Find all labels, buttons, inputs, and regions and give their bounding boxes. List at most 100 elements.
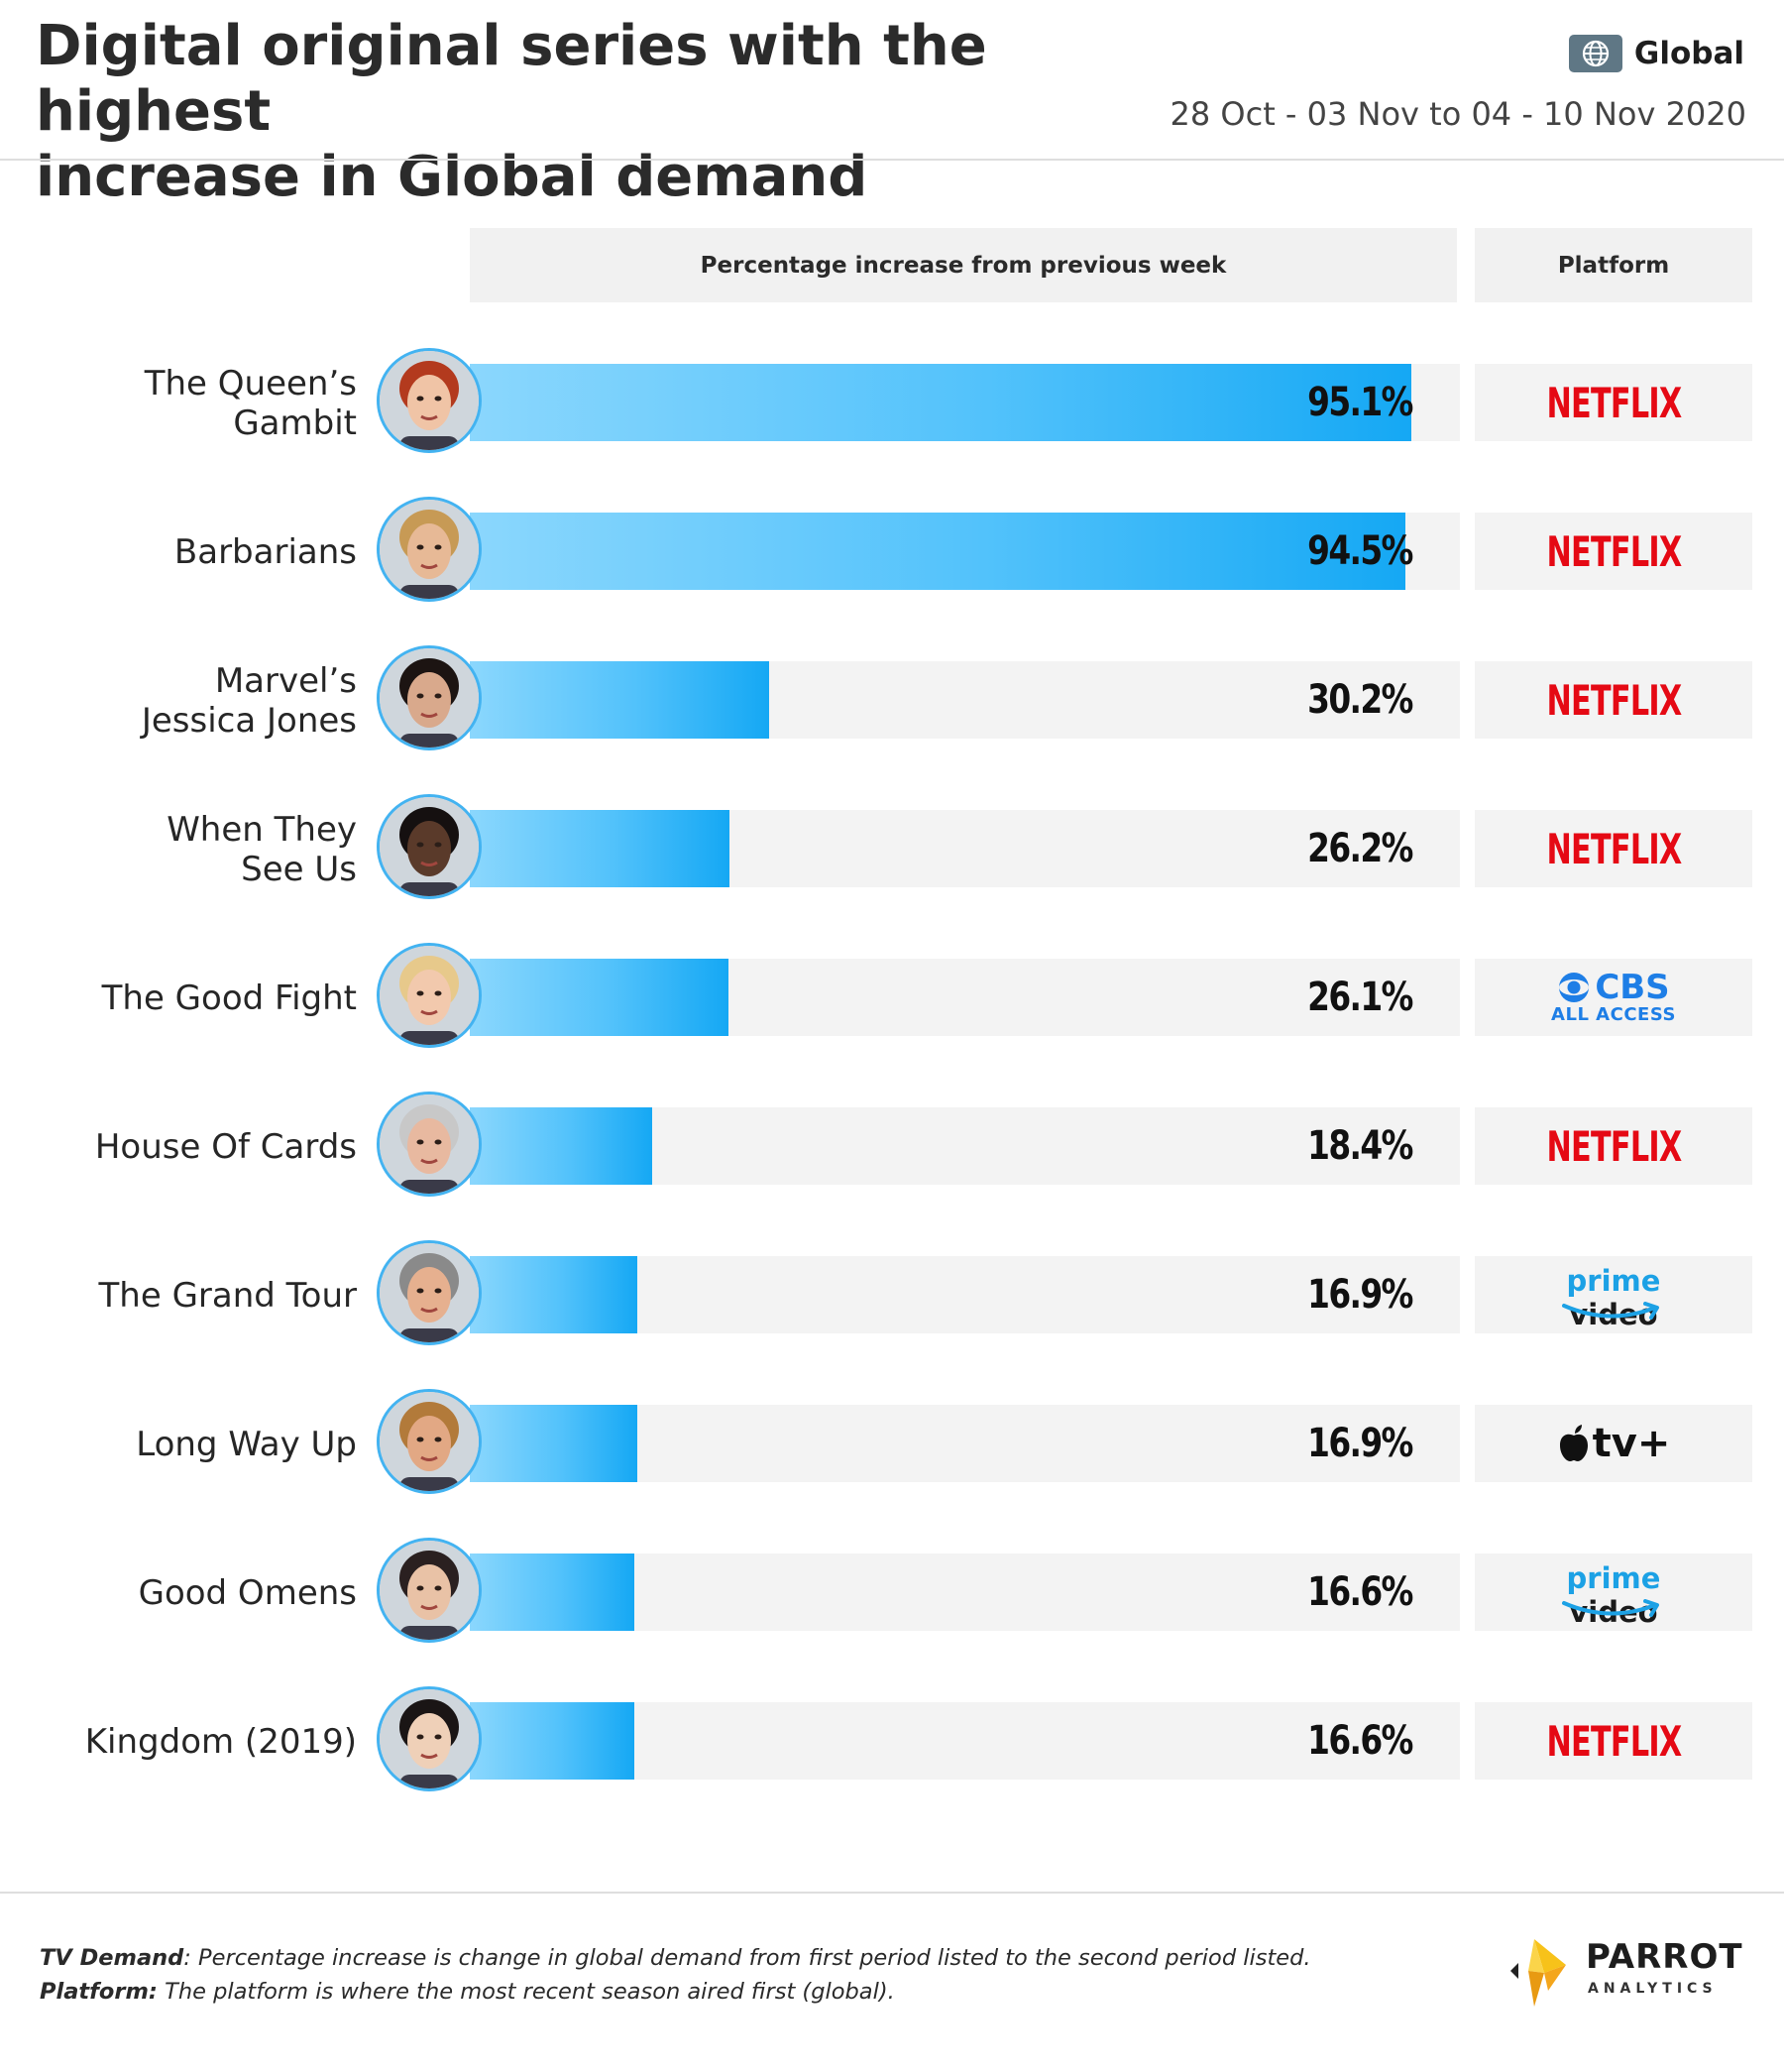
series-label-line: Marvel’s — [214, 661, 357, 701]
bar-track: 94.5% — [470, 513, 1460, 590]
apple-tv-plus-logo: tv+ — [1557, 1421, 1671, 1466]
data-label: 16.9% — [1307, 1421, 1413, 1466]
series-label: The Queen’s Gambit — [20, 345, 357, 462]
title-line-2: increase in Global demand — [36, 145, 868, 209]
bar — [470, 810, 729, 887]
bar — [470, 513, 1405, 590]
series-label-line: Long Way Up — [136, 1425, 357, 1464]
series-label: Good Omens — [20, 1535, 357, 1652]
netflix-logo: NETFLIX — [1545, 378, 1682, 427]
tv-plus-text: tv+ — [1592, 1421, 1671, 1466]
all-access-text: ALL ACCESS — [1551, 1004, 1676, 1025]
logo-sub: ANALYTICS — [1588, 1981, 1718, 1997]
bar — [470, 1405, 637, 1482]
bar — [470, 364, 1411, 441]
platform-badge: tv+ — [1475, 1405, 1752, 1482]
table-row: The Good Fight 26.1% CBS ALL ACCESS — [0, 940, 1784, 1057]
series-label: Long Way Up — [20, 1386, 357, 1503]
bar-track: 16.6% — [470, 1554, 1460, 1631]
portrait-icon — [377, 943, 482, 1048]
series-label-line: Good Omens — [138, 1573, 357, 1613]
bar-track: 18.4% — [470, 1107, 1460, 1185]
series-label-text: The Queen’s Gambit — [145, 364, 357, 443]
series-label-text: Kingdom (2019) — [85, 1722, 357, 1762]
table-row: The Grand Tour 16.9% prime video — [0, 1237, 1784, 1354]
platform-badge: NETFLIX — [1475, 1702, 1752, 1780]
portrait-icon — [377, 348, 482, 453]
data-label: 30.2% — [1307, 677, 1413, 723]
series-label-text: The Grand Tour — [99, 1276, 357, 1316]
globe-icon — [1568, 35, 1622, 72]
series-label-text: Barbarians — [174, 532, 357, 572]
date-range: 28 Oct - 03 Nov to 04 - 10 Nov 2020 — [1170, 95, 1746, 133]
series-label-line: Gambit — [233, 403, 357, 443]
netflix-logo: NETFLIX — [1545, 1121, 1682, 1171]
bar-column-header: Percentage increase from previous week — [470, 228, 1457, 302]
platform-badge: prime video — [1475, 1256, 1752, 1333]
series-label-line: House Of Cards — [94, 1127, 357, 1167]
series-label-text: The Good Fight — [102, 978, 357, 1018]
series-label: When They See Us — [20, 791, 357, 908]
data-label: 16.6% — [1307, 1569, 1413, 1615]
series-label-line: Jessica Jones — [141, 701, 357, 741]
prime-word: prime — [1566, 1264, 1661, 1298]
series-label-line: The Queen’s — [144, 364, 357, 403]
netflix-logo: NETFLIX — [1545, 526, 1682, 576]
platform-badge: prime video — [1475, 1554, 1752, 1631]
table-row: House Of Cards 18.4% NETFLIX — [0, 1089, 1784, 1206]
portrait-icon — [377, 1240, 482, 1345]
bar-track: 16.9% — [470, 1256, 1460, 1333]
series-label: House Of Cards — [20, 1089, 357, 1206]
series-label: The Grand Tour — [20, 1237, 357, 1354]
bar-track: 95.1% — [470, 364, 1460, 441]
bar — [470, 959, 728, 1036]
data-label: 94.5% — [1307, 528, 1413, 574]
title-line-1: Digital original series with the highest — [36, 14, 987, 144]
netflix-logo: NETFLIX — [1545, 675, 1682, 725]
bar-track: 26.2% — [470, 810, 1460, 887]
series-label-line: When They — [167, 810, 357, 850]
table-row: The Queen’s Gambit 95.1% NETFLIX — [0, 345, 1784, 462]
bar — [470, 1702, 634, 1780]
series-label-line: The Grand Tour — [98, 1276, 357, 1316]
data-label: 16.9% — [1307, 1272, 1413, 1318]
bar — [470, 1554, 634, 1631]
series-label-text: When They See Us — [167, 810, 357, 889]
data-label: 16.6% — [1307, 1718, 1413, 1764]
table-row: Kingdom (2019) 16.6% NETFLIX — [0, 1683, 1784, 1800]
cbs-eye-icon — [1559, 973, 1590, 1002]
footnote-platform: Platform: The platform is where the most… — [40, 1979, 895, 2005]
netflix-logo: NETFLIX — [1545, 824, 1682, 873]
chart-title: Digital original series with the highest… — [36, 14, 1185, 210]
series-label-text: House Of Cards — [95, 1127, 357, 1167]
prime-video-logo: prime video — [1524, 1264, 1703, 1331]
series-label-text: Marvel’s Jessica Jones — [142, 661, 357, 741]
bar-track: 16.9% — [470, 1405, 1460, 1482]
table-row: Good Omens 16.6% prime video — [0, 1535, 1784, 1652]
data-label: 26.2% — [1307, 826, 1413, 871]
portrait-icon — [377, 1092, 482, 1197]
data-label: 18.4% — [1307, 1123, 1413, 1169]
netflix-logo: NETFLIX — [1545, 1716, 1682, 1766]
series-label: The Good Fight — [20, 940, 357, 1057]
platform-badge: NETFLIX — [1475, 364, 1752, 441]
footnote: TV Demand: Percentage increase is change… — [40, 1941, 1427, 2009]
platform-column-header: Platform — [1475, 228, 1752, 302]
bar-track: 26.1% — [470, 959, 1460, 1036]
apple-icon — [1559, 1425, 1588, 1461]
series-label-text: Long Way Up — [136, 1425, 357, 1464]
smile-arrow-icon — [1562, 1302, 1659, 1320]
prime-word: prime — [1566, 1561, 1661, 1595]
footnote-tv-demand: TV Demand: Percentage increase is change… — [40, 1945, 1311, 1971]
bar-track: 16.6% — [470, 1702, 1460, 1780]
portrait-icon — [377, 645, 482, 750]
data-label: 95.1% — [1307, 380, 1413, 425]
parrot-icon — [1510, 1939, 1566, 2007]
table-row: Marvel’s Jessica Jones 30.2% NETFLIX — [0, 642, 1784, 759]
series-label-line: The Good Fight — [101, 978, 357, 1018]
platform-badge: NETFLIX — [1475, 513, 1752, 590]
bar — [470, 1107, 652, 1185]
region-indicator: Global — [1568, 34, 1744, 73]
cbs-all-access-logo: CBS ALL ACCESS — [1551, 971, 1676, 1024]
bar-track: 30.2% — [470, 661, 1460, 739]
